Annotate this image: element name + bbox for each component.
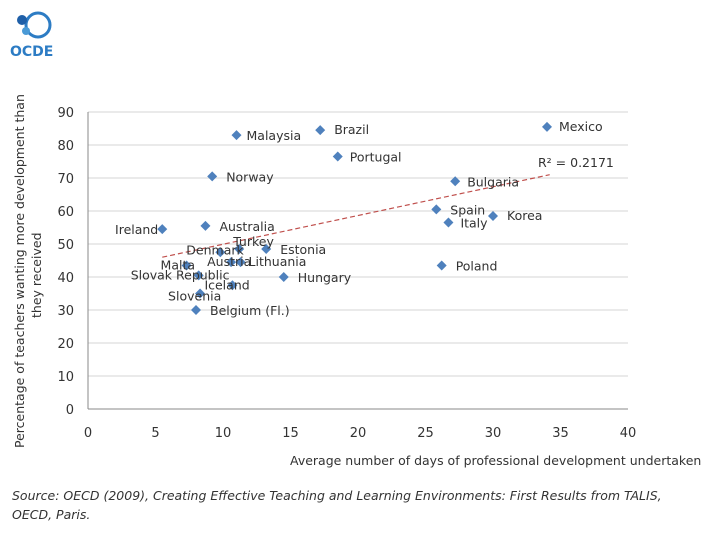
point-label: Lithuania [249,254,307,269]
point-label: Ireland [115,222,158,237]
point-labels: Mexico Brazil Malaysia Portugal Norway Bulgar… [115,119,603,318]
x-tick-label: 40 [620,426,637,441]
data-point [235,257,246,268]
point-label: Korea [507,208,542,223]
data-point [215,247,226,258]
point-label: Belgium (Fl.) [210,303,290,318]
y-tick-label: 80 [57,139,74,154]
data-point [332,151,343,162]
y-axis-title-line1: Percentage of teachers wanting more deve… [12,94,27,448]
point-label: Mexico [559,119,603,134]
x-tick-label: 30 [485,426,502,441]
x-tick-label: 5 [151,426,159,441]
data-point [227,280,238,291]
point-label: Malaysia [247,128,302,143]
data-point [431,204,442,215]
x-tick-label: 10 [215,426,232,441]
point-label: Austria [207,254,251,269]
data-point [207,171,218,182]
y-tick-label: 20 [57,337,74,352]
y-tick-label: 50 [57,238,74,253]
x-axis-title: Average number of days of professional d… [290,453,701,468]
data-point [195,288,206,299]
y-tick-label: 30 [57,304,74,319]
scatter-chart: 0 5 10 15 20 25 30 35 40 0 10 20 30 40 50 60 70 80 90 R² … [12,94,701,468]
point-label: Brazil [334,122,369,137]
y-tick-label: 10 [57,370,74,385]
y-tick-label: 40 [57,271,74,286]
x-tick-label: 0 [84,426,92,441]
point-label: Iceland [204,277,249,292]
x-axis-ticks: 0 5 10 15 20 25 30 35 40 [84,426,636,441]
point-label: Slovak Republic [131,267,230,282]
logo-ring [24,11,52,39]
data-points [157,121,552,315]
data-point [200,220,211,231]
data-point [488,210,498,221]
data-point [443,217,454,228]
data-point [191,305,201,315]
point-label: Slovenia [168,289,221,304]
data-point [542,121,552,132]
data-point [450,176,461,187]
point-label: Hungary [298,270,352,285]
logo-dot [17,15,27,25]
point-label: Estonia [280,242,326,257]
point-label: Italy [460,216,488,231]
data-point [231,130,242,141]
x-tick-label: 35 [552,426,569,441]
logo-wordmark: OCDE [10,44,53,60]
y-axis-ticks: 0 10 20 30 40 50 60 70 80 90 [57,106,74,418]
y-axis-title-line2: they received [29,233,44,319]
point-label: Poland [456,258,498,273]
data-point [226,257,237,268]
r-squared-label: R² = 0.2171 [538,155,614,170]
point-label: Malta [161,257,195,272]
y-tick-label: 70 [57,172,74,187]
x-tick-label: 25 [417,426,434,441]
axes [87,112,628,410]
oecd-logo: OCDE [10,11,53,60]
gridlines [88,111,628,377]
x-tick-label: 15 [282,426,299,441]
data-point [261,243,272,254]
data-point [436,260,447,271]
x-tick-label: 20 [350,426,367,441]
point-label: Spain [450,202,485,217]
point-label: Denmark [186,242,244,257]
point-label: Norway [226,169,274,184]
point-label: Australia [219,219,274,234]
data-point [193,270,204,281]
data-point [181,260,192,271]
y-tick-label: 60 [57,205,74,220]
logo-dot [22,27,30,35]
logo-mark [17,11,52,39]
source-note: Source: OECD (2009), Creating Effective … [12,488,662,522]
data-point [315,125,326,136]
y-tick-label: 0 [66,403,74,418]
point-label: Bulgaria [467,174,519,189]
data-point [278,272,289,282]
data-point [234,243,245,254]
trendline [162,174,550,258]
data-point [157,224,168,235]
y-tick-label: 90 [57,106,74,121]
point-label: Portugal [350,150,402,165]
point-label: Turkey [232,234,274,249]
